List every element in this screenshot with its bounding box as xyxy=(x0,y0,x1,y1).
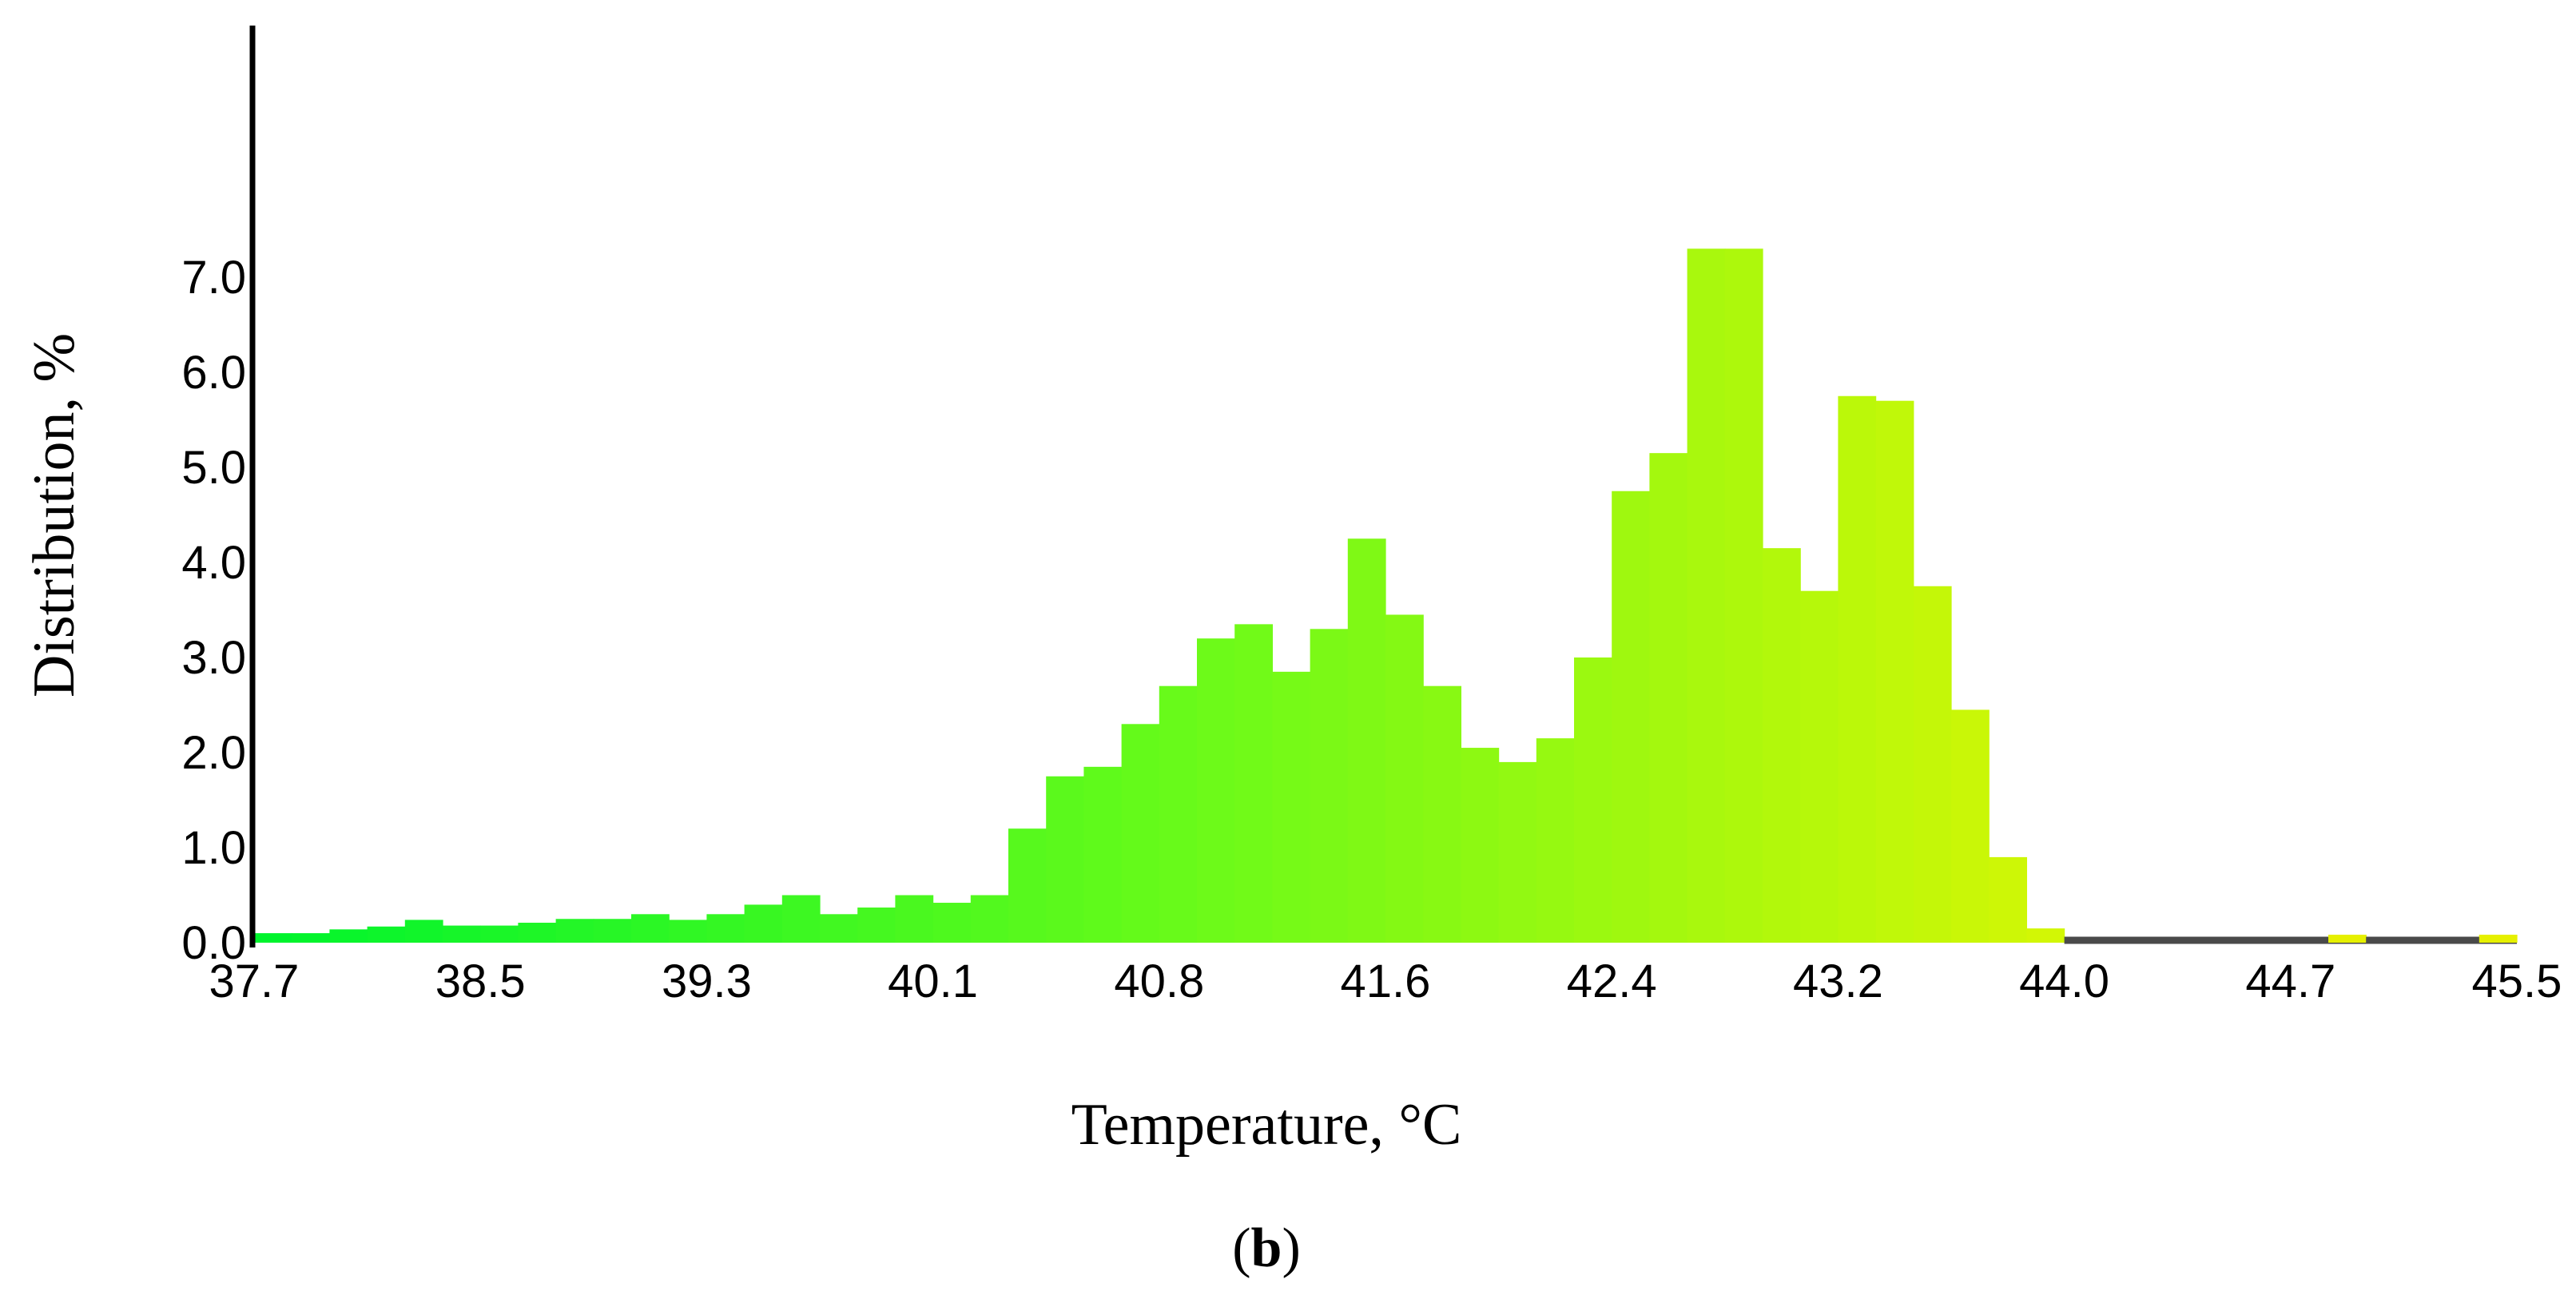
histogram-bar xyxy=(2026,928,2065,943)
histogram-bar xyxy=(1649,453,1688,943)
histogram-bar xyxy=(1913,586,1952,943)
histogram-bar xyxy=(1347,538,1386,943)
histogram-bar xyxy=(1498,761,1537,943)
axes-group xyxy=(249,26,2517,947)
histogram-bar xyxy=(1385,614,1424,943)
histogram-bar xyxy=(1197,638,1235,943)
histogram-bar xyxy=(706,914,745,943)
x-tick-label: 37.7 xyxy=(209,955,300,1007)
histogram-bar xyxy=(1763,548,1801,943)
y-tick-label: 5.0 xyxy=(181,442,246,494)
histogram-bar xyxy=(1423,685,1461,943)
x-tick-label: 40.8 xyxy=(1114,955,1204,1007)
y-tick-label: 7.0 xyxy=(181,252,246,304)
x-tick-label: 44.0 xyxy=(2019,955,2109,1007)
histogram-bar xyxy=(1121,724,1160,943)
histogram-bar xyxy=(1687,248,1726,943)
histogram-bar xyxy=(631,914,670,943)
x-tick-label: 43.2 xyxy=(1793,955,1883,1007)
histogram-bar xyxy=(518,923,557,943)
x-axis-title: Temperature, °C xyxy=(1071,1092,1462,1158)
histogram-bar xyxy=(1838,395,1877,943)
histogram-bar xyxy=(555,919,594,943)
y-tick-label: 3.0 xyxy=(181,632,246,684)
histogram-bar xyxy=(1234,624,1273,943)
histogram-bar xyxy=(1159,685,1198,943)
bars-group xyxy=(254,248,2518,943)
outlier-bar xyxy=(2479,935,2517,943)
y-tick-label: 4.0 xyxy=(181,537,246,589)
histogram-bar xyxy=(1574,657,1612,943)
x-tick-label: 40.1 xyxy=(888,955,978,1007)
x-tick-label: 39.3 xyxy=(662,955,752,1007)
histogram-bar xyxy=(292,933,330,943)
x-tick-label: 38.5 xyxy=(435,955,526,1007)
histogram-bar xyxy=(857,907,896,943)
histogram-bar xyxy=(1800,590,1839,943)
histogram-bar xyxy=(443,925,481,943)
histogram-bar xyxy=(1310,629,1349,943)
histogram-bar xyxy=(895,895,934,943)
x-tick-label: 41.6 xyxy=(1341,955,1431,1007)
histogram-bar xyxy=(329,929,368,943)
histogram-bar xyxy=(480,925,519,943)
histogram-bar xyxy=(367,926,406,943)
histogram-bar xyxy=(1724,248,1763,943)
histogram-bar xyxy=(1875,400,1914,943)
histogram-bar xyxy=(820,914,858,943)
panel-label: (b) xyxy=(1232,1218,1301,1279)
y-tick-label: 1.0 xyxy=(181,822,246,874)
x-tick-label: 45.5 xyxy=(2472,955,2562,1007)
histogram-bar xyxy=(744,904,783,943)
outlier-bar xyxy=(2328,935,2367,943)
histogram-bar xyxy=(1083,766,1123,943)
y-tick-label: 6.0 xyxy=(181,347,246,399)
y-axis-title: Distribution, % xyxy=(22,333,87,697)
y-tick-label: 2.0 xyxy=(181,727,246,779)
histogram-bar xyxy=(254,933,292,943)
histogram-bar xyxy=(1046,776,1084,943)
histogram-bar xyxy=(1989,856,2027,943)
tick-labels: 0.0 1.0 2.0 3.0 4.0 5.0 6.0 7.0 37.7 38.5 39.3 40.1… xyxy=(181,252,2562,1007)
x-tick-label: 44.7 xyxy=(2245,955,2335,1007)
histogram-bar xyxy=(932,903,972,943)
histogram-bar xyxy=(1612,491,1650,943)
histogram-bar xyxy=(669,920,707,943)
histogram-bar xyxy=(593,919,632,943)
histogram-bar xyxy=(1461,748,1500,943)
y-tick-label: 0.0 xyxy=(181,917,246,969)
histogram-bar xyxy=(970,895,1009,943)
histogram-bar xyxy=(404,920,443,943)
histogram-bar xyxy=(1951,709,1990,943)
histogram-bar xyxy=(1536,738,1575,943)
histogram-bar xyxy=(781,895,821,943)
x-tick-label: 42.4 xyxy=(1567,955,1657,1007)
histogram-bar xyxy=(1272,671,1311,943)
histogram-bar xyxy=(1008,828,1047,943)
